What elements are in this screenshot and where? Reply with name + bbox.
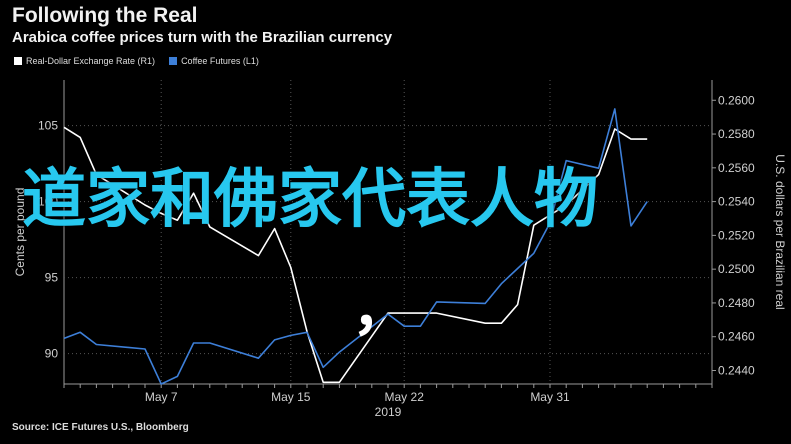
overlay-watermark-comma: ， — [352, 275, 411, 343]
series-line-exchange-rate — [63, 126, 648, 384]
y-right-tick-label: 0.2600 — [718, 93, 755, 107]
y-right-tick-label: 0.2500 — [718, 262, 755, 276]
legend-label-coffee-futures: Coffee Futures (L1) — [181, 56, 259, 66]
y-left-tick-label: 100 — [38, 195, 58, 209]
x-tick-label: May 22 — [385, 390, 425, 404]
overlay-watermark-text: 道家和佛家代表人物 — [22, 163, 598, 237]
chart-legend: Real-Dollar Exchange Rate (R1) Coffee Fu… — [14, 56, 267, 66]
y-right-tick-label: 0.2520 — [718, 228, 755, 242]
y-right-tick-label: 0.2460 — [718, 330, 755, 344]
y-left-tick-label: 105 — [38, 119, 58, 133]
legend-swatch-coffee-futures — [169, 57, 178, 65]
x-tick-label: May 31 — [530, 390, 570, 404]
series-line-coffee-futures — [63, 108, 648, 385]
y-right-tick-label: 0.2480 — [718, 296, 755, 310]
y-right-tick-label: 0.2560 — [718, 161, 755, 175]
chart-subtitle: Arabica coffee prices turn with the Braz… — [12, 29, 393, 46]
legend-label-exchange-rate: Real-Dollar Exchange Rate (R1) — [26, 56, 156, 66]
x-axis-label: 2019 — [375, 405, 402, 419]
y-right-tick-label: 0.2440 — [718, 363, 755, 377]
chart-title: Following the Real — [12, 4, 198, 27]
legend-item-coffee-futures: Coffee Futures (L1) — [169, 56, 259, 66]
legend-swatch-exchange-rate — [14, 57, 22, 65]
y-left-axis-label: Cents per pound — [13, 188, 27, 277]
chart-source: Source: ICE Futures U.S., Bloomberg — [12, 422, 189, 433]
x-tick-label: May 7 — [145, 390, 178, 404]
y-right-tick-label: 0.2540 — [718, 195, 755, 209]
y-right-tick-label: 0.2580 — [718, 127, 755, 141]
y-left-tick-label: 90 — [45, 347, 59, 361]
y-right-axis-label: U.S. dollars per Brazilian real — [773, 154, 787, 309]
legend-item-exchange-rate: Real-Dollar Exchange Rate (R1) — [14, 56, 155, 66]
x-tick-label: May 15 — [271, 390, 311, 404]
y-left-tick-label: 95 — [45, 271, 59, 285]
